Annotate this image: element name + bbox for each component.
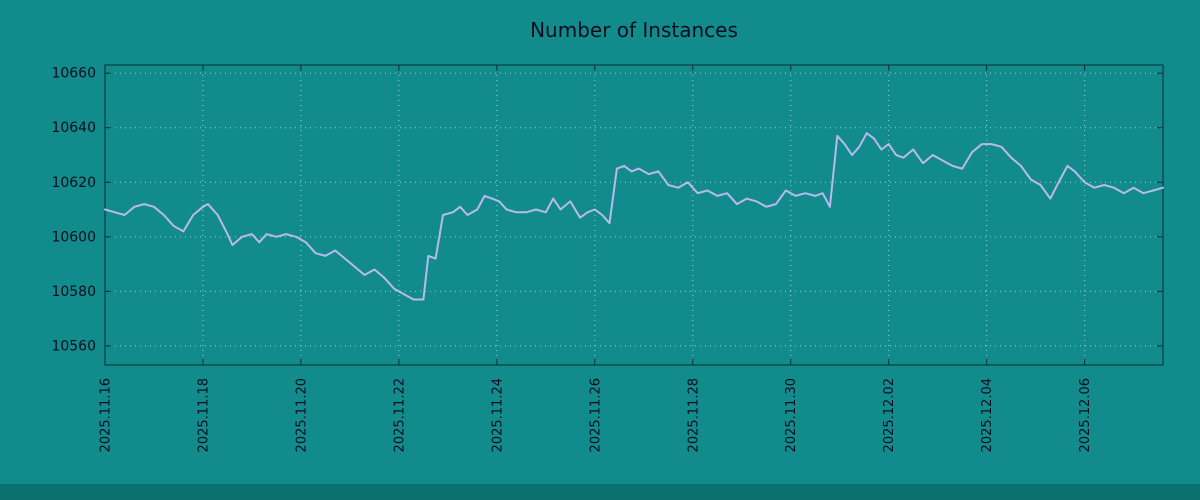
x-tick-label: 2025.11.18 [196, 378, 211, 452]
y-tick-label: 10620 [51, 175, 96, 191]
y-tick-label: 10560 [51, 338, 96, 354]
x-tick-label: 2025.11.28 [686, 378, 701, 452]
x-axis-labels: 2025.11.16 2025.11.18 2025.11.20 2025.11.22… [99, 378, 1094, 452]
plot-border [104, 64, 1164, 366]
x-tick-label: 2025.12.06 [1078, 378, 1093, 452]
grid-lines [104, 65, 1163, 365]
y-axis-labels: 10560 10580 10600 10620 10640 10660 [51, 66, 96, 355]
x-tick-label: 2025.11.30 [784, 378, 799, 452]
line-chart-canvas: Number of Instances 10560 10580 10600 10620… [51, 18, 1164, 452]
x-tick-label: 2025.11.22 [392, 378, 407, 452]
x-tick-label: 2025.11.24 [490, 378, 505, 452]
chart-title: Number of Instances [530, 18, 738, 42]
x-tick-label: 2025.11.20 [294, 378, 309, 452]
bottom-strip [0, 484, 1200, 500]
axis-ticks [104, 65, 1163, 365]
series-line-instances [104, 132, 1164, 301]
x-tick-label: 2025.12.04 [980, 378, 995, 452]
x-tick-label: 2025.11.26 [588, 378, 603, 452]
y-tick-label: 10580 [51, 284, 96, 300]
x-tick-label: 2025.12.02 [882, 378, 897, 452]
x-tick-label: 2025.11.16 [99, 378, 114, 452]
y-tick-label: 10600 [51, 229, 96, 245]
y-tick-label: 10640 [51, 120, 96, 136]
y-tick-label: 10660 [51, 66, 96, 82]
